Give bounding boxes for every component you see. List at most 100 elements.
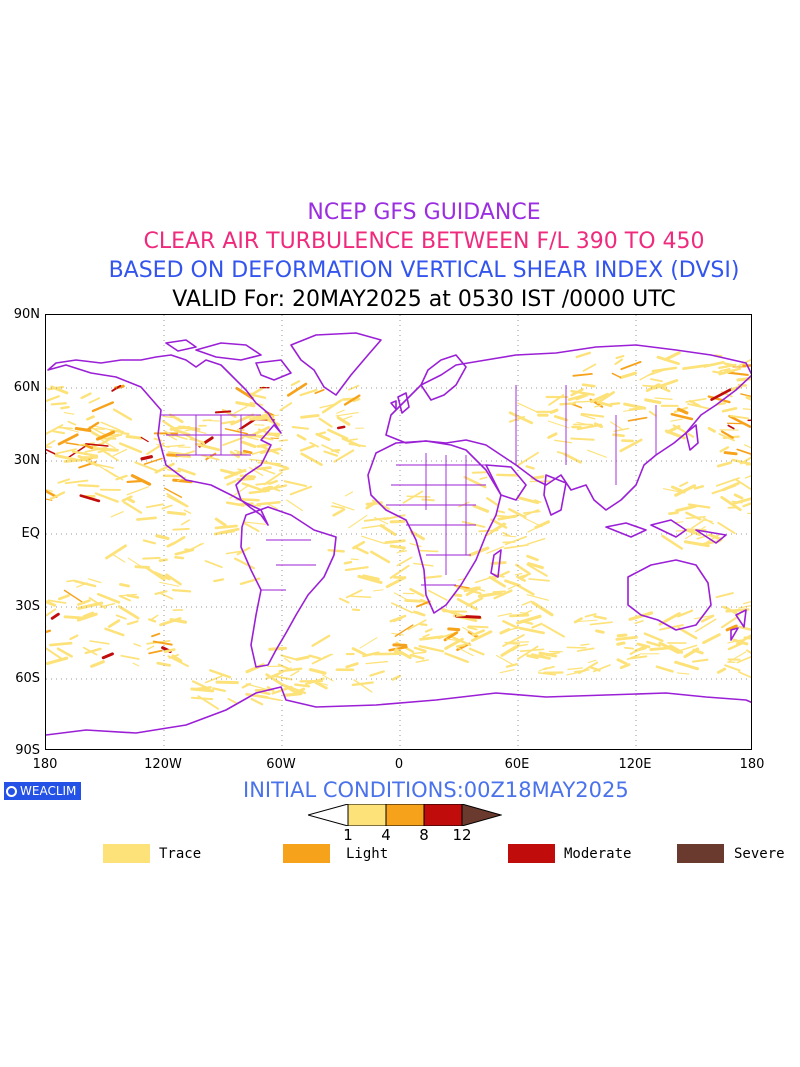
turbulence-streak [126,594,140,599]
title-line-3: BASED ON DEFORMATION VERTICAL SHEAR INDE… [108,258,740,283]
turbulence-streak [317,431,327,436]
turbulence-streak [345,662,359,669]
turbulence-streak [224,428,248,435]
turbulence-streak [57,426,80,433]
turbulence-streak [283,480,308,488]
turbulence-streak [619,371,638,380]
turbulence-streak [720,430,734,439]
turbulence-streak [609,402,621,406]
turbulence-streak [183,509,192,514]
turbulence-streak [351,681,374,687]
new-zealand-outline [730,609,747,641]
turbulence-streak [163,487,183,498]
turbulence-streak [71,450,98,457]
turbulence-streak [514,572,523,576]
turbulence-streak [725,624,738,632]
turbulence-streak [166,541,176,548]
turbulence-streak [300,414,320,419]
turbulence-streak [517,451,539,467]
turbulence-streak [46,489,58,499]
turbulence-streak [447,627,461,632]
turbulence-streak [718,363,737,370]
turbulence-streak [613,427,630,433]
turbulence-streak [278,467,290,472]
turbulence-streak [563,452,582,464]
turbulence-streak [627,416,648,422]
legend-swatch-trace [103,844,150,863]
turbulence-streak [685,511,702,521]
turbulence-streak [383,514,406,521]
turbulence-streak [189,438,205,443]
turbulence-streak [286,499,303,512]
turbulence-streak [214,410,232,414]
turbulence-streak [531,622,543,629]
turbulence-streak [687,503,711,509]
turbulence-streak [440,607,462,617]
legend-label-moderate: Moderate [564,846,632,862]
turbulence-streak [350,558,359,561]
turbulence-streak [112,448,128,457]
turbulence-streak [418,549,439,553]
turbulence-streak [56,647,73,658]
logo-text: WEACLIM [20,784,77,798]
turbulence-streak [362,574,380,581]
turbulence-streak [163,648,176,653]
turbulence-streak [311,634,331,647]
turbulence-streak [584,613,597,618]
turbulence-streak [701,519,713,523]
turbulence-streak [79,494,101,503]
turbulence-streak [279,402,293,412]
turbulence-streak [177,467,196,476]
turbulence-streak [213,529,236,536]
turbulence-streak [110,511,124,518]
turbulence-streak [497,510,506,514]
turbulence-streak [736,448,751,455]
turbulence-streak [393,592,411,603]
turbulence-streak [94,425,112,431]
title-line-2: CLEAR AIR TURBULENCE BETWEEN F/L 390 TO … [143,229,705,254]
turbulence-streak [595,629,605,634]
turbulence-streak [424,628,433,633]
turbulence-streak [427,589,448,601]
turbulence-streak [347,438,358,442]
turbulence-streak [127,557,142,567]
colorbar-cell-trace [347,804,387,826]
turbulence-streak [503,543,529,550]
turbulence-streak [63,412,75,415]
turbulence-streak [507,584,517,590]
turbulence-streak [88,578,102,584]
turbulence-streak [554,439,573,444]
turbulence-streak [707,395,731,404]
turbulence-streak [235,386,254,400]
turbulence-streak [639,370,657,381]
title-line-1: NCEP GFS GUIDANCE [307,200,541,225]
turbulence-streak [293,687,306,695]
turbulence-streak [73,579,97,588]
turbulence-streak [581,383,596,388]
turbulence-streak [195,686,212,691]
turbulence-streak [721,605,738,614]
turbulence-streak [745,395,751,401]
turbulence-streak [526,654,539,660]
turbulence-streak [492,590,506,593]
turbulence-streak [394,624,414,637]
turbulence-streak [648,368,669,376]
turbulence-streak [419,635,444,641]
turbulence-streak [497,612,512,617]
turbulence-streak [409,587,425,598]
turbulence-field [46,351,751,710]
turbulence-streak [184,427,207,434]
turbulence-streak [94,492,119,503]
turbulence-streak [107,619,121,628]
turbulence-streak [655,665,674,673]
turbulence-streak [60,405,70,410]
turbulence-streak [656,355,680,366]
turbulence-streak [559,402,577,406]
africa-outline [367,440,502,614]
turbulence-streak [661,534,684,550]
turbulence-streak [412,610,426,617]
turbulence-streak [373,516,389,525]
turbulence-streak [323,450,339,457]
turbulence-streak [224,468,247,480]
turbulence-map [45,314,752,750]
